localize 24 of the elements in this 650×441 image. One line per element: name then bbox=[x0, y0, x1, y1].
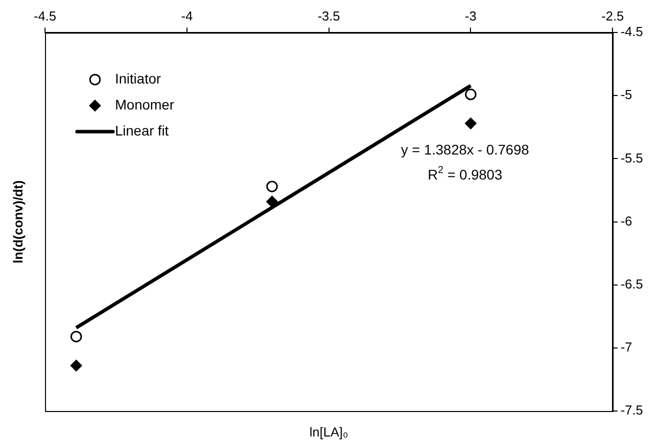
y-tick-label: -4.5 bbox=[620, 24, 644, 40]
y-tick-label: -7 bbox=[620, 340, 632, 355]
point bbox=[266, 180, 278, 192]
y-axis-title: ln(d(conv)/dt) bbox=[10, 180, 26, 264]
x-tick-label: -2.5 bbox=[601, 8, 624, 24]
y-tick-label: -6 bbox=[620, 213, 632, 228]
x-tick-label: -3.5 bbox=[318, 8, 340, 24]
y-tick-label: -7.5 bbox=[620, 402, 644, 418]
x-tick-label: -4 bbox=[181, 8, 193, 24]
annotation: y = 1.3828x - 0.7698 bbox=[401, 141, 530, 158]
legend-label: Initiator bbox=[115, 70, 162, 86]
x-tick-label: -3 bbox=[464, 8, 476, 24]
x-tick-label: -4.5 bbox=[34, 8, 56, 24]
y-tick-label: -5.5 bbox=[620, 150, 644, 166]
point bbox=[464, 118, 476, 130]
point bbox=[266, 196, 278, 208]
point bbox=[70, 360, 82, 372]
legend-label: Monomer bbox=[115, 96, 174, 112]
y-tick-label: -6.5 bbox=[620, 276, 644, 292]
point bbox=[70, 330, 82, 342]
y-tick-label: -5 bbox=[620, 87, 632, 102]
x-axis-title: ln[LA]₀ bbox=[309, 424, 348, 440]
point bbox=[464, 88, 476, 100]
legend-label: Linear fit bbox=[115, 122, 169, 138]
